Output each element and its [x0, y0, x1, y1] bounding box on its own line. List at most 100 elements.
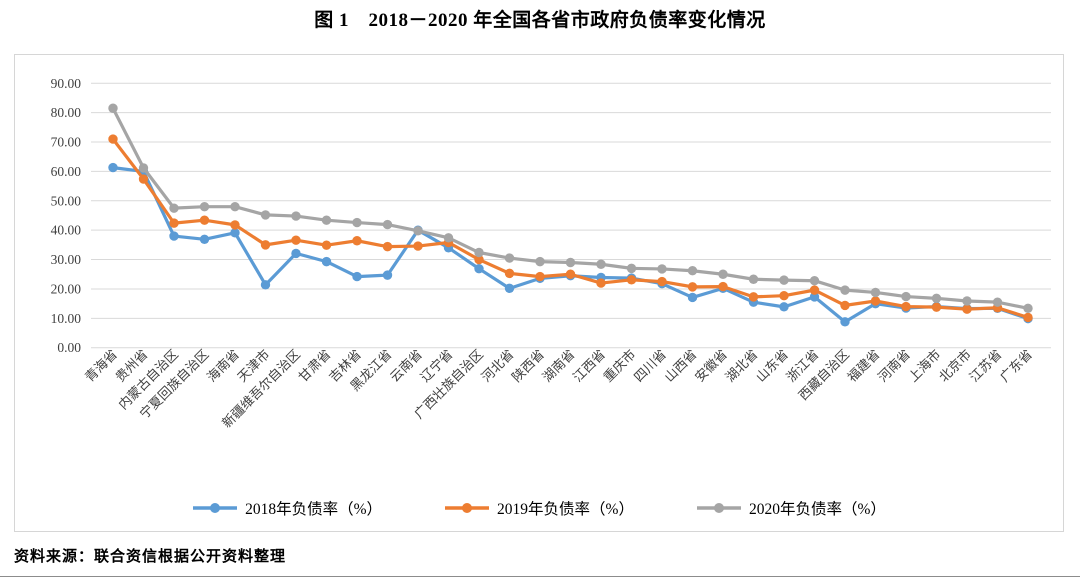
- data-point-marker: [840, 285, 850, 295]
- data-point-marker: [1023, 303, 1033, 314]
- data-point-marker: [352, 236, 362, 246]
- x-axis-tick-label: 四川省: [631, 347, 669, 385]
- data-point-marker: [504, 253, 515, 263]
- data-point-marker: [321, 240, 332, 250]
- y-axis-tick-label: 80.00: [51, 105, 82, 120]
- data-point-marker: [291, 248, 301, 259]
- data-point-marker: [169, 231, 179, 241]
- data-point-marker: [840, 317, 850, 327]
- x-axis-tick-label: 河北省: [478, 347, 516, 385]
- data-point-marker: [565, 269, 576, 279]
- x-axis-tick-label: 甘肃省: [295, 347, 333, 385]
- data-point-marker: [687, 292, 698, 303]
- data-point-marker: [931, 302, 942, 312]
- x-axis-tick-label: 青海省: [82, 347, 120, 385]
- data-point-marker: [809, 292, 820, 302]
- data-point-marker: [260, 240, 271, 250]
- data-point-marker: [382, 270, 393, 280]
- x-axis-tick-label: 上海市: [905, 347, 943, 385]
- y-axis-tick-label: 70.00: [51, 135, 82, 150]
- data-point-marker: [626, 275, 637, 285]
- legend-item: 2018年负债率（%）: [192, 497, 382, 519]
- data-point-marker: [474, 254, 484, 265]
- data-point-marker: [199, 234, 210, 244]
- x-axis-tick-label: 安徽省: [692, 347, 730, 385]
- x-axis-tick-label: 陕西省: [509, 347, 547, 385]
- data-point-marker: [535, 271, 545, 282]
- data-point-marker: [992, 297, 1003, 307]
- data-point-marker: [962, 304, 972, 314]
- data-point-marker: [230, 228, 240, 238]
- data-point-marker: [169, 218, 179, 228]
- data-point-marker: [718, 269, 728, 279]
- series-line: [111, 166, 1030, 324]
- data-point-marker: [657, 264, 667, 274]
- data-point-marker: [840, 300, 850, 311]
- y-axis-tick-label: 50.00: [51, 193, 82, 208]
- data-point-marker: [596, 259, 606, 269]
- data-point-marker: [230, 201, 240, 212]
- y-axis-tick-label: 30.00: [51, 252, 82, 267]
- x-axis-tick-label: 北京市: [936, 347, 974, 385]
- data-point-marker: [1023, 312, 1033, 323]
- data-point-marker: [504, 283, 515, 294]
- x-axis-tick-label: 福建省: [844, 347, 882, 385]
- data-point-marker: [687, 266, 698, 276]
- data-point-marker: [199, 201, 210, 212]
- data-point-marker: [138, 174, 149, 184]
- data-point-marker: [809, 285, 820, 295]
- data-point-marker: [870, 296, 881, 306]
- figure-title: 图 1 2018－2020 年全国各省市政府负债率变化情况: [314, 10, 766, 31]
- data-point-marker: [901, 301, 911, 312]
- x-axis-tick-label: 云南省: [387, 347, 425, 385]
- data-point-marker: [291, 211, 301, 221]
- data-point-marker: [870, 287, 881, 298]
- data-point-marker: [382, 241, 393, 252]
- data-point-marker: [382, 219, 393, 230]
- series-line: [111, 137, 1030, 320]
- data-point-marker: [108, 134, 118, 144]
- data-point-marker: [779, 290, 789, 301]
- y-axis-tick-label: 60.00: [51, 164, 82, 179]
- data-point-marker: [687, 282, 698, 292]
- data-point-marker: [413, 241, 423, 251]
- y-axis-tick-label: 10.00: [51, 311, 82, 326]
- y-axis-tick-label: 0.00: [57, 340, 81, 355]
- data-point-marker: [535, 256, 545, 267]
- data-point-marker: [108, 103, 118, 113]
- data-point-marker: [413, 226, 423, 236]
- legend-item: 2020年负债率（%）: [696, 497, 886, 519]
- x-axis-tick-label: 江苏省: [966, 347, 1004, 385]
- chart-frame: 90.00 80.00 70.00 60.00 50.00 40.00 30.00 20.00…: [14, 54, 1064, 532]
- data-point-marker: [321, 215, 332, 225]
- legend-marker-icon: [445, 503, 490, 513]
- data-point-marker: [291, 235, 301, 245]
- data-point-marker: [962, 296, 972, 306]
- data-point-marker: [504, 268, 515, 279]
- x-axis-tick-label: 河南省: [875, 347, 913, 385]
- x-axis-tick-label: 湖南省: [539, 347, 577, 385]
- legend-label: 2019年负债率（%）: [497, 501, 634, 518]
- data-point-marker: [443, 233, 454, 243]
- legend-label: 2018年负债率（%）: [245, 501, 383, 518]
- data-point-marker: [626, 263, 637, 274]
- x-axis-tick-label: 重庆市: [600, 347, 638, 385]
- debt-ratio-line-chart: 90.00 80.00 70.00 60.00 50.00 40.00 30.00 20.00…: [51, 76, 1051, 431]
- y-axis-tick-label: 40.00: [51, 223, 82, 238]
- data-point-marker: [138, 163, 149, 173]
- data-point-marker: [230, 220, 240, 230]
- x-axis-tick-label: 海南省: [204, 347, 242, 385]
- data-point-marker: [108, 162, 118, 173]
- data-point-marker: [474, 263, 484, 274]
- data-point-marker: [657, 276, 667, 287]
- data-point-marker: [809, 276, 820, 286]
- data-point-marker: [260, 280, 271, 290]
- chart-legend: 2018年负债率（%） 2019年负债率（%） 2020年负债率（%）: [15, 495, 1063, 521]
- data-point-marker: [718, 281, 728, 292]
- y-axis-tick-label: 20.00: [51, 281, 82, 296]
- data-point-marker: [260, 210, 271, 220]
- data-point-marker: [352, 271, 362, 282]
- legend-marker-icon: [193, 503, 238, 513]
- x-axis-tick-label: 山东省: [753, 347, 791, 385]
- data-point-marker: [596, 278, 606, 288]
